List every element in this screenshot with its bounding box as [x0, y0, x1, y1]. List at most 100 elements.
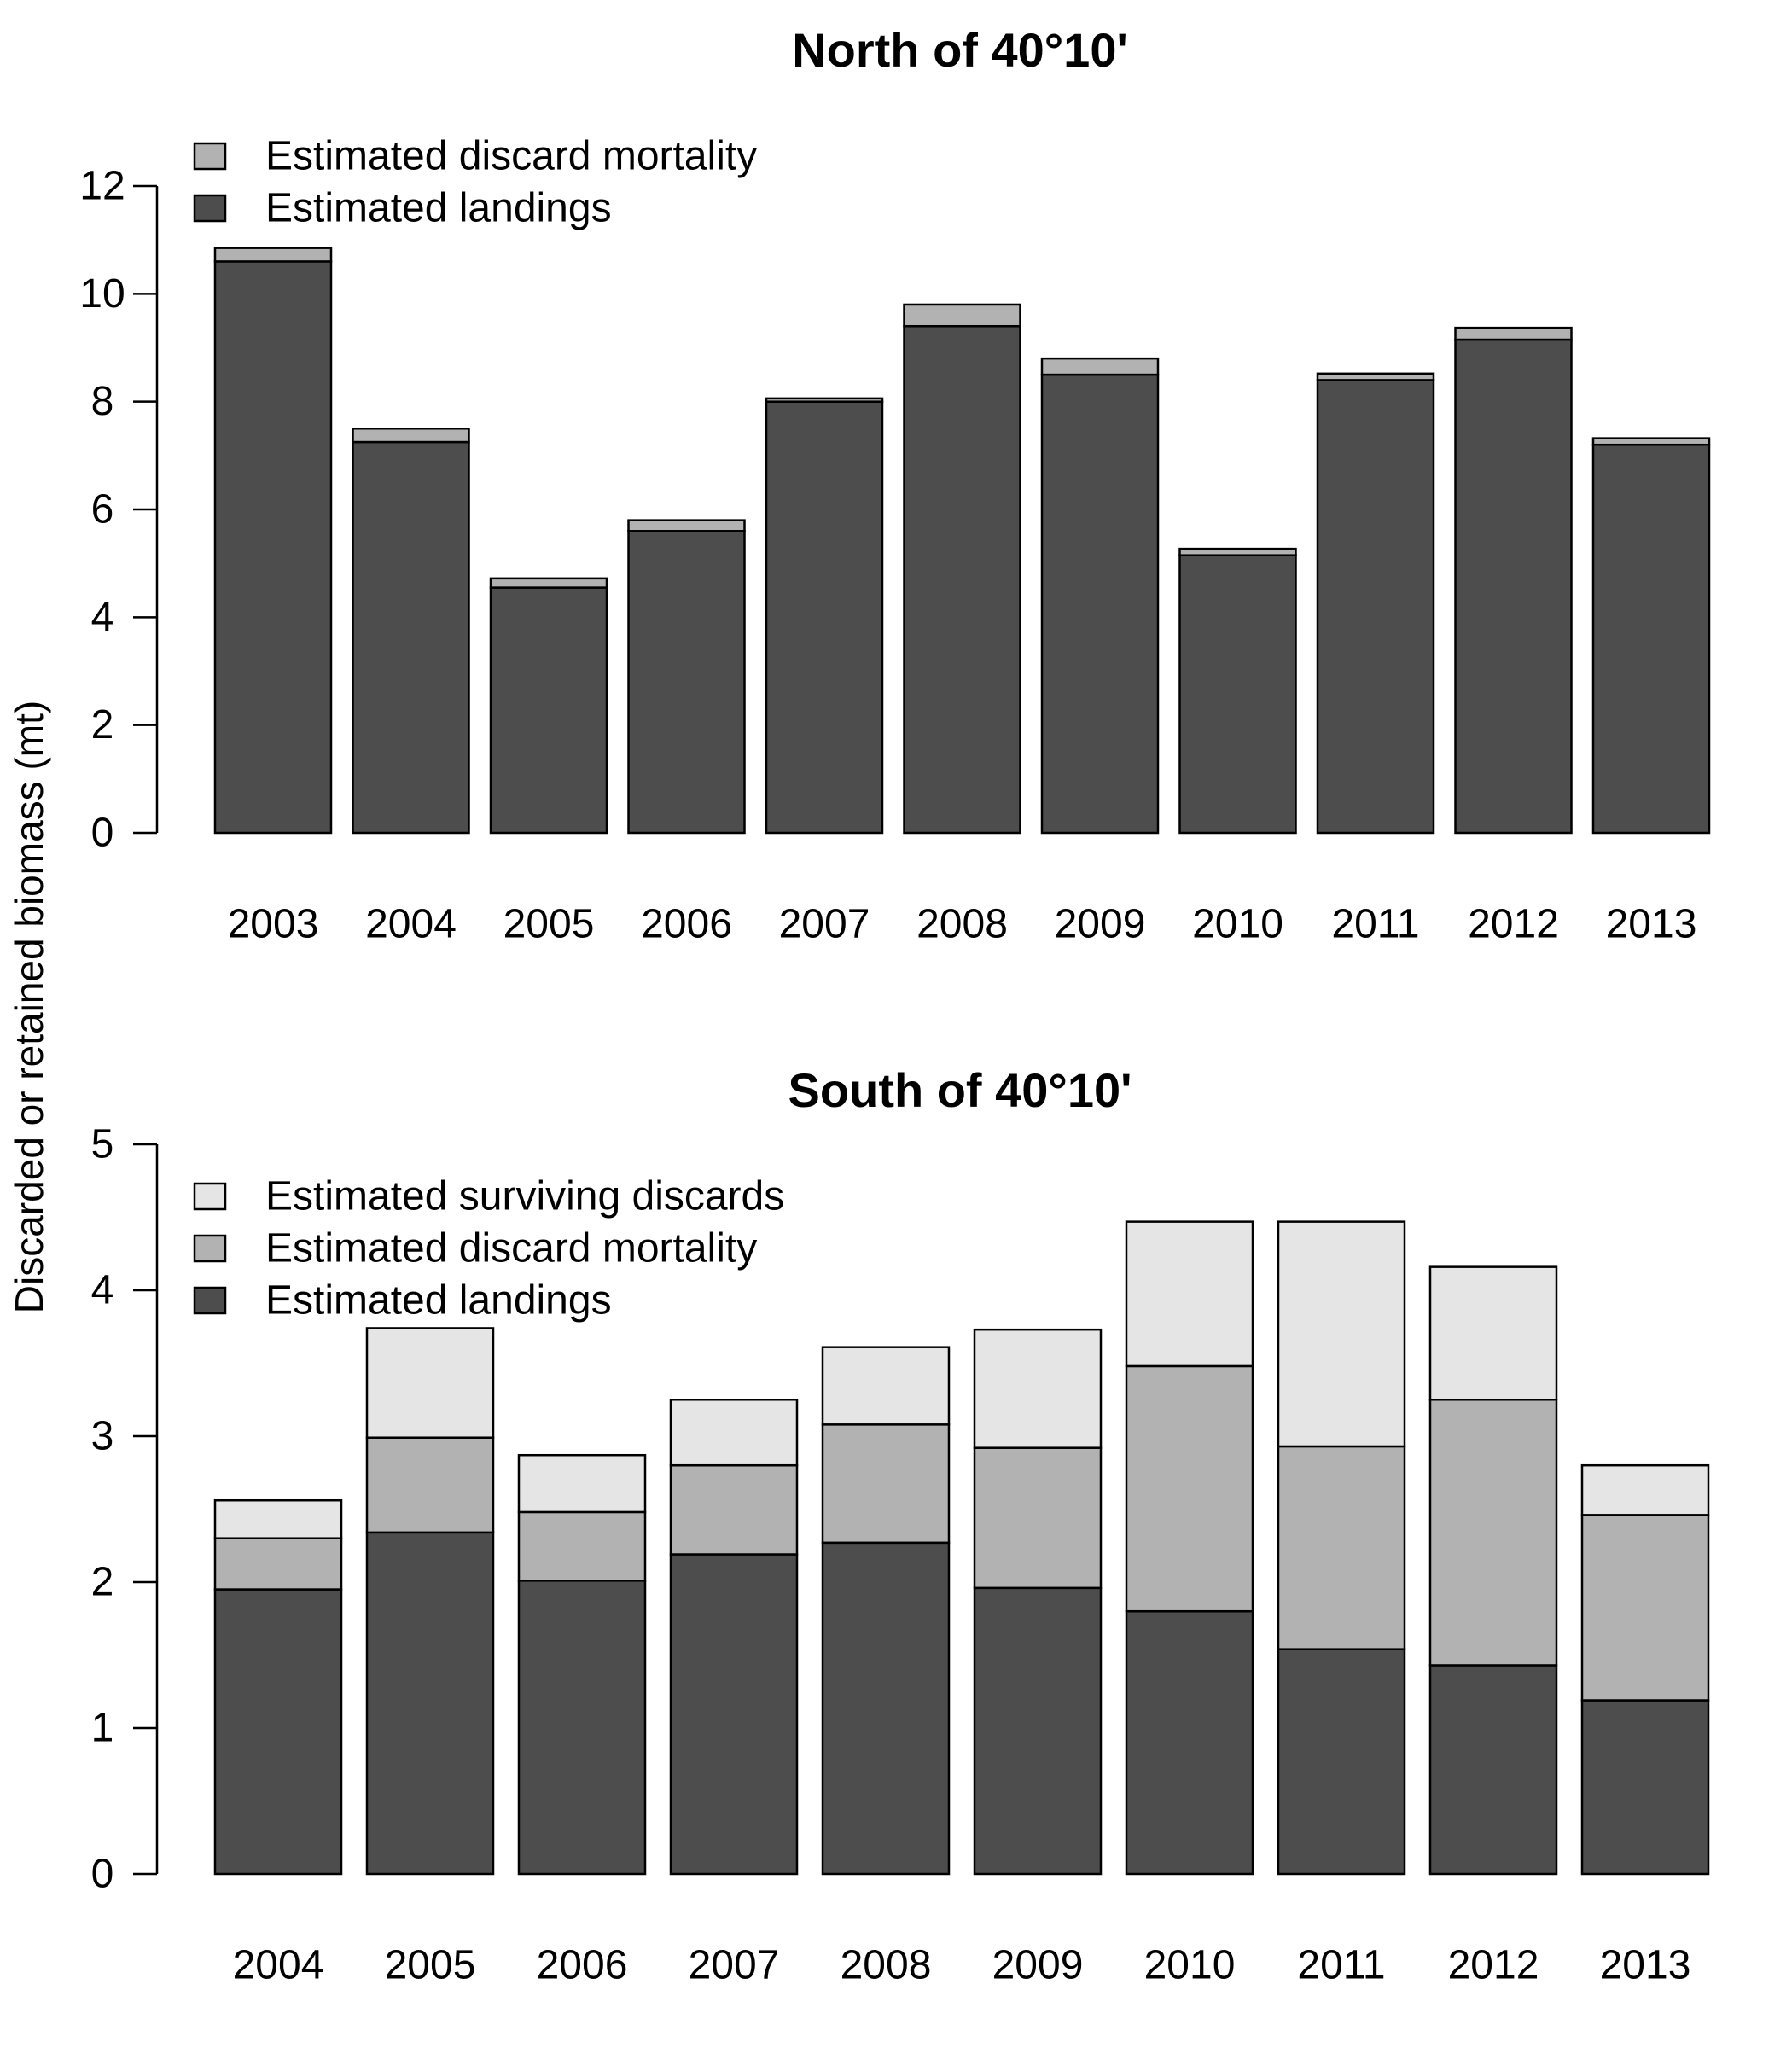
north-x-tick-label: 2011	[1331, 902, 1419, 947]
north-x-tick-label: 2005	[503, 902, 595, 947]
north-x-tick-label: 2008	[916, 902, 1008, 947]
south-x-tick-label: 2008	[841, 1943, 932, 1988]
south-x-tick-label: 2007	[689, 1943, 780, 1988]
north-x-tick-labels: 2003 2004 2005 2006 2007 2008 2009 2010 2011 2012…	[228, 902, 1697, 947]
south-bar-2004-estimated-landings	[213, 1588, 343, 1876]
south-x-tick-label: 2011	[1297, 1943, 1385, 1988]
north-bar-2007-estimated-landings	[765, 400, 884, 835]
south-bar-2004-estimated-surviving-discards	[213, 1498, 343, 1539]
south-y-tick-label: 0	[91, 1852, 114, 1897]
north-bars	[213, 247, 1711, 835]
south-bar-2013-estimated-discard-mortality	[1580, 1514, 1710, 1702]
north-bar-2012-estimated-landings	[1454, 338, 1573, 835]
north-legend-swatch-estimated-landings	[193, 194, 227, 223]
south-bar-2012-estimated-surviving-discards	[1428, 1265, 1558, 1401]
north-y-tick-label: 4	[91, 595, 114, 640]
north-bar-2007-estimated-discard-mortality	[765, 397, 884, 403]
south-y-tick-label: 4	[91, 1268, 114, 1313]
north-x-tick-label: 2010	[1192, 902, 1283, 947]
north-y-tick-label: 8	[91, 379, 114, 424]
north-x-tick-label: 2013	[1606, 902, 1697, 947]
south-x-tick-label: 2009	[992, 1943, 1084, 1988]
south-y-tick-label: 2	[91, 1560, 114, 1605]
south-bar-2012-estimated-landings	[1428, 1664, 1558, 1876]
south-bar-2009-estimated-surviving-discards	[973, 1328, 1103, 1449]
north-bar-2013-estimated-landings	[1591, 443, 1711, 835]
north-legend: Estimated discard mortality Estimated lan…	[193, 134, 757, 231]
y-axis-title: Discarded or retained biomass (mt)	[7, 701, 51, 1313]
south-y-tick-label: 3	[91, 1414, 114, 1459]
south-legend-swatch-estimated-landings	[193, 1286, 227, 1315]
south-y-tick-label: 5	[91, 1122, 114, 1167]
north-bar-2004-estimated-discard-mortality	[352, 428, 470, 444]
south-chart-title: South of 40°10'	[788, 1063, 1132, 1117]
south-legend-label-estimated-landings: Estimated landings	[265, 1278, 612, 1324]
north-y-tick-label: 12	[79, 164, 125, 209]
south-x-tick-label: 2005	[385, 1943, 476, 1988]
south-x-tick-label: 2010	[1144, 1943, 1236, 1988]
north-x-tick-label: 2003	[228, 902, 319, 947]
south-bar-2004-estimated-discard-mortality	[213, 1537, 343, 1591]
south-x-tick-label: 2012	[1448, 1943, 1539, 1988]
north-bar-2009-estimated-discard-mortality	[1040, 357, 1160, 376]
south-y-tick-label: 1	[91, 1706, 114, 1751]
south-bar-2009-estimated-discard-mortality	[973, 1446, 1103, 1590]
north-x-tick-label: 2007	[779, 902, 870, 947]
north-x-tick-label: 2004	[365, 902, 457, 947]
south-bar-2006-estimated-surviving-discards	[517, 1453, 647, 1514]
north-legend-label-estimated-landings: Estimated landings	[265, 186, 612, 231]
north-bar-2012-estimated-discard-mortality	[1454, 326, 1573, 341]
north-y-axis: 0 2 4 6 8 10 12	[79, 164, 159, 856]
north-bar-2011-estimated-discard-mortality	[1316, 372, 1435, 381]
south-legend-swatch-estimated-surviving-discards	[193, 1182, 227, 1211]
south-legend-label-estimated-surviving-discards: Estimated surviving discards	[265, 1174, 784, 1219]
north-y-tick-label: 6	[91, 487, 114, 532]
south-bar-2010-estimated-surviving-discards	[1125, 1220, 1254, 1368]
south-bar-2008-estimated-surviving-discards	[821, 1346, 951, 1426]
south-bar-2005-estimated-discard-mortality	[365, 1436, 495, 1534]
south-x-tick-label: 2006	[537, 1943, 628, 1988]
north-bar-2003-estimated-discard-mortality	[213, 247, 333, 263]
south-bars	[213, 1220, 1710, 1876]
north-y-tick-label: 10	[79, 271, 125, 317]
north-bar-2004-estimated-landings	[352, 440, 470, 835]
south-legend-label-estimated-discard-mortality: Estimated discard mortality	[265, 1226, 757, 1271]
south-bar-2007-estimated-landings	[669, 1553, 799, 1876]
north-bar-2006-estimated-landings	[627, 530, 746, 835]
south-bar-2012-estimated-discard-mortality	[1428, 1399, 1558, 1667]
south-legend: Estimated surviving discards Estimated di…	[193, 1174, 784, 1324]
north-bar-2008-estimated-discard-mortality	[903, 303, 1021, 328]
south-legend-swatch-estimated-discard-mortality	[193, 1234, 227, 1263]
south-bar-2008-estimated-landings	[821, 1541, 951, 1876]
south-x-tick-label: 2004	[233, 1943, 324, 1988]
north-bar-2006-estimated-discard-mortality	[627, 519, 746, 532]
south-bar-2013-estimated-surviving-discards	[1580, 1463, 1710, 1516]
north-bar-2009-estimated-landings	[1040, 373, 1160, 835]
south-bar-2009-estimated-landings	[973, 1586, 1103, 1876]
north-legend-label-estimated-discard-mortality: Estimated discard mortality	[265, 134, 757, 179]
north-x-tick-label: 2012	[1468, 902, 1559, 947]
south-bar-2005-estimated-landings	[365, 1531, 495, 1876]
south-bar-2008-estimated-discard-mortality	[821, 1423, 951, 1545]
north-bar-2011-estimated-landings	[1316, 379, 1435, 835]
south-bar-2013-estimated-landings	[1580, 1699, 1710, 1876]
south-bar-2007-estimated-discard-mortality	[669, 1463, 799, 1556]
south-bar-2006-estimated-landings	[517, 1580, 647, 1876]
south-bar-2007-estimated-surviving-discards	[669, 1399, 799, 1467]
north-y-tick-label: 2	[91, 702, 114, 748]
south-bar-2011-estimated-landings	[1277, 1648, 1406, 1876]
north-bar-2005-estimated-discard-mortality	[489, 577, 608, 589]
north-x-tick-label: 2009	[1055, 902, 1146, 947]
south-bar-2011-estimated-surviving-discards	[1277, 1220, 1406, 1448]
south-y-axis: 0 1 2 3 4 5	[91, 1122, 159, 1897]
north-bar-2008-estimated-landings	[903, 324, 1021, 835]
south-panel: South of 40°10' 0 1 2 3 4 5 2004 2005 2006 2007 2…	[91, 1063, 1710, 1988]
north-bar-2005-estimated-landings	[489, 586, 608, 835]
south-bar-2005-estimated-surviving-discards	[365, 1327, 495, 1439]
south-x-tick-labels: 2004 2005 2006 2007 2008 2009 2010 2011 2012 2013	[233, 1943, 1691, 1988]
south-bar-2011-estimated-discard-mortality	[1277, 1445, 1406, 1650]
north-legend-swatch-estimated-discard-mortality	[193, 142, 227, 171]
north-chart-title: North of 40°10'	[792, 23, 1128, 77]
